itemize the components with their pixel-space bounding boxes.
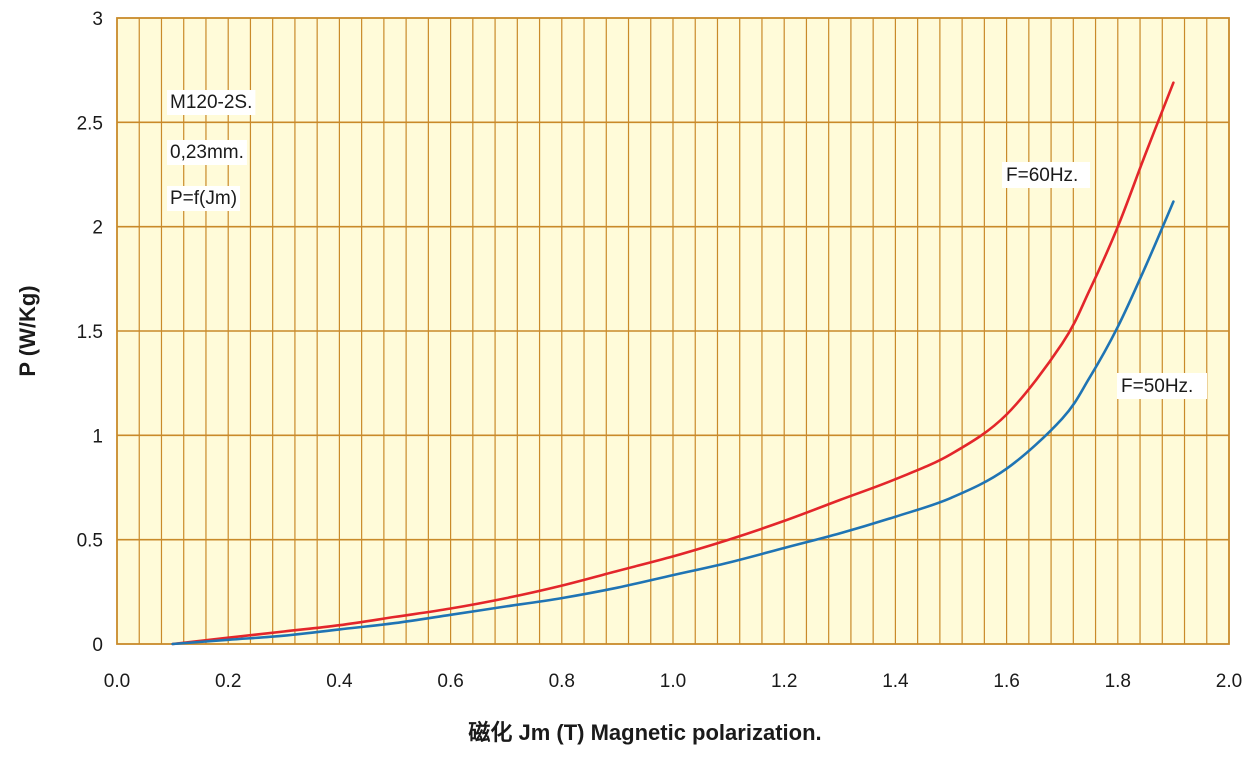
annotation-text: P=f(Jm)	[170, 188, 237, 209]
x-tick-label: 0.8	[549, 671, 575, 692]
series-line-50hz	[171, 200, 1175, 646]
y-tick-label: 2.5	[77, 113, 103, 134]
x-tick-label: 0.0	[104, 671, 130, 692]
series-label-60hz: F=60Hz.	[1006, 165, 1078, 186]
x-tick-label: 1.8	[1105, 671, 1131, 692]
y-tick-label: 2	[92, 218, 103, 239]
x-tick-label: 0.2	[215, 671, 241, 692]
series-line-60hz	[171, 81, 1175, 646]
y-tick-label: 1.5	[77, 322, 103, 343]
x-tick-label: 1.0	[660, 671, 686, 692]
x-tick-label: 1.4	[882, 671, 909, 692]
x-tick-labels: 0.0 0.2 0.4 0.6 0.8 1.0 1.2 1.4 1.6 1.8 2.0	[104, 671, 1242, 692]
annotation-text: 0,23mm.	[170, 142, 244, 163]
series-label-background	[1117, 373, 1207, 399]
x-axis-title: 磁化 Jm (T) Magnetic polarization.	[468, 720, 821, 745]
series-layer	[171, 81, 1175, 646]
grid	[116, 17, 1230, 645]
annotation-background	[167, 90, 256, 115]
y-tick-label: 3	[92, 9, 103, 30]
y-tick-label: 0.5	[77, 531, 103, 552]
annotation-text: M120-2S.	[170, 92, 252, 113]
x-tick-label: 0.4	[326, 671, 353, 692]
x-tick-label: 1.6	[993, 671, 1019, 692]
x-tick-label: 1.2	[771, 671, 797, 692]
y-axis-title: P (W/Kg)	[15, 285, 40, 376]
x-tick-label: 0.6	[437, 671, 463, 692]
annotation-background	[167, 140, 247, 165]
y-tick-label: 1	[92, 426, 103, 447]
y-tick-labels: 0 0.5 1 1.5 2 2.5 3	[77, 9, 103, 656]
annotations: M120-2S. 0,23mm. P=f(Jm)	[167, 90, 256, 211]
series-labels: F=60Hz. F=50Hz.	[1002, 162, 1207, 399]
x-tick-label: 2.0	[1216, 671, 1242, 692]
y-tick-label: 0	[92, 635, 103, 656]
plot-frame	[116, 17, 1230, 645]
annotation-background	[167, 186, 241, 211]
series-label-background	[1002, 162, 1090, 188]
series-label-50hz: F=50Hz.	[1121, 376, 1193, 397]
